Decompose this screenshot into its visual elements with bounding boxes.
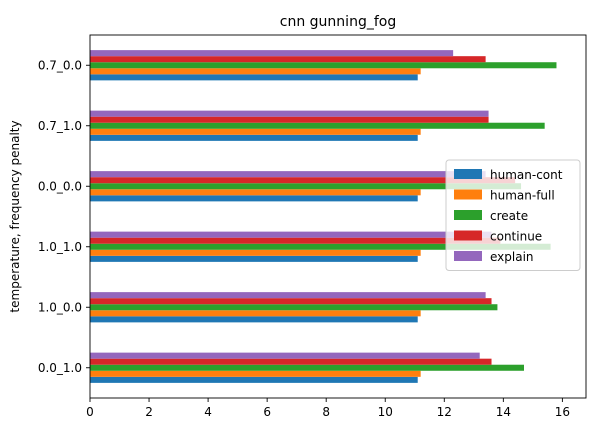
legend-box — [445, 159, 581, 271]
bar-create-0.7_1.0 — [90, 122, 545, 129]
legend-swatch-continue — [454, 230, 482, 241]
x-tick-label: 12 — [437, 405, 452, 419]
x-tick-label: 6 — [263, 405, 271, 419]
bar-human-full-0.7_0.0 — [90, 68, 421, 75]
bar-continue-0.7_0.0 — [90, 56, 486, 63]
plot-frame — [89, 34, 587, 399]
x-tick-label: 4 — [204, 405, 212, 419]
x-tick-label: 0 — [86, 405, 94, 419]
legend-swatch-explain — [454, 251, 482, 261]
bar-create-0.0_1.0 — [90, 364, 524, 371]
bar-explain-0.7_1.0 — [90, 110, 489, 117]
bar-explain-1.0_1.0 — [90, 231, 492, 238]
x-tick-label: 16 — [555, 405, 570, 419]
bar-human-cont-0.7_1.0 — [90, 134, 418, 141]
x-tick-label: 8 — [322, 405, 330, 419]
bar-create-0.0_0.0 — [90, 183, 522, 190]
bar-continue-1.0_0.0 — [90, 298, 492, 305]
bar-human-cont-0.0_0.0 — [90, 195, 418, 202]
legend-swatch-human-cont — [454, 169, 482, 179]
legend-swatch-human-full — [454, 189, 482, 200]
y-tick-label: 0.7_0.0 — [38, 58, 82, 72]
bar-explain-0.0_1.0 — [90, 352, 480, 359]
bar-human-full-0.0_1.0 — [90, 370, 421, 377]
legend-label-human-cont: human-cont — [490, 168, 563, 182]
bars-group — [90, 50, 557, 383]
bar-human-cont-1.0_0.0 — [90, 316, 418, 323]
legend-label-human-full: human-full — [490, 189, 555, 203]
x-tick-label: 2 — [145, 405, 153, 419]
y-tick-label: 0.7_1.0 — [38, 119, 82, 133]
bar-explain-0.7_0.0 — [90, 50, 454, 57]
y-tick-label: 0.0_0.0 — [38, 179, 82, 193]
bar-continue-0.7_1.0 — [90, 116, 489, 123]
bar-create-0.7_0.0 — [90, 62, 557, 69]
x-tick-label: 10 — [378, 405, 393, 419]
legend-swatch-create — [454, 210, 482, 220]
y-tick-label: 1.0_1.0 — [38, 240, 82, 254]
bar-human-full-1.0_0.0 — [90, 310, 421, 317]
x-tick-label: 14 — [496, 405, 511, 419]
bar-human-full-0.7_1.0 — [90, 128, 421, 135]
bar-explain-1.0_0.0 — [90, 292, 486, 299]
legend-label-explain: explain — [490, 250, 534, 264]
chart-title: cnn gunning_fog — [280, 14, 396, 30]
bar-human-full-1.0_1.0 — [90, 249, 421, 256]
bar-human-full-0.0_0.0 — [90, 189, 421, 196]
bar-create-1.0_0.0 — [90, 304, 498, 311]
y-axis-label: temperature, frequency penalty — [8, 120, 22, 312]
legend-label-continue: continue — [490, 230, 542, 244]
bar-create-1.0_1.0 — [90, 243, 551, 250]
legend-label-create: create — [490, 209, 528, 223]
bar-human-cont-1.0_1.0 — [90, 255, 418, 262]
y-tick-label: 0.0_1.0 — [38, 361, 82, 375]
legend: human-cont human-full create continue explai… — [445, 159, 581, 271]
bar-continue-1.0_1.0 — [90, 237, 501, 244]
bar-continue-0.0_0.0 — [90, 177, 516, 184]
bar-human-cont-0.0_1.0 — [90, 376, 418, 383]
bar-human-cont-0.7_0.0 — [90, 74, 418, 81]
axes-group: 0 2 4 6 8 10 12 14 16 0.0_1.0 1.0_0.0 1.0_1.0 0.0_0.… — [38, 34, 587, 419]
bar-explain-0.0_0.0 — [90, 171, 486, 178]
bar-continue-0.0_1.0 — [90, 358, 492, 365]
y-tick-label: 1.0_0.0 — [38, 300, 82, 314]
